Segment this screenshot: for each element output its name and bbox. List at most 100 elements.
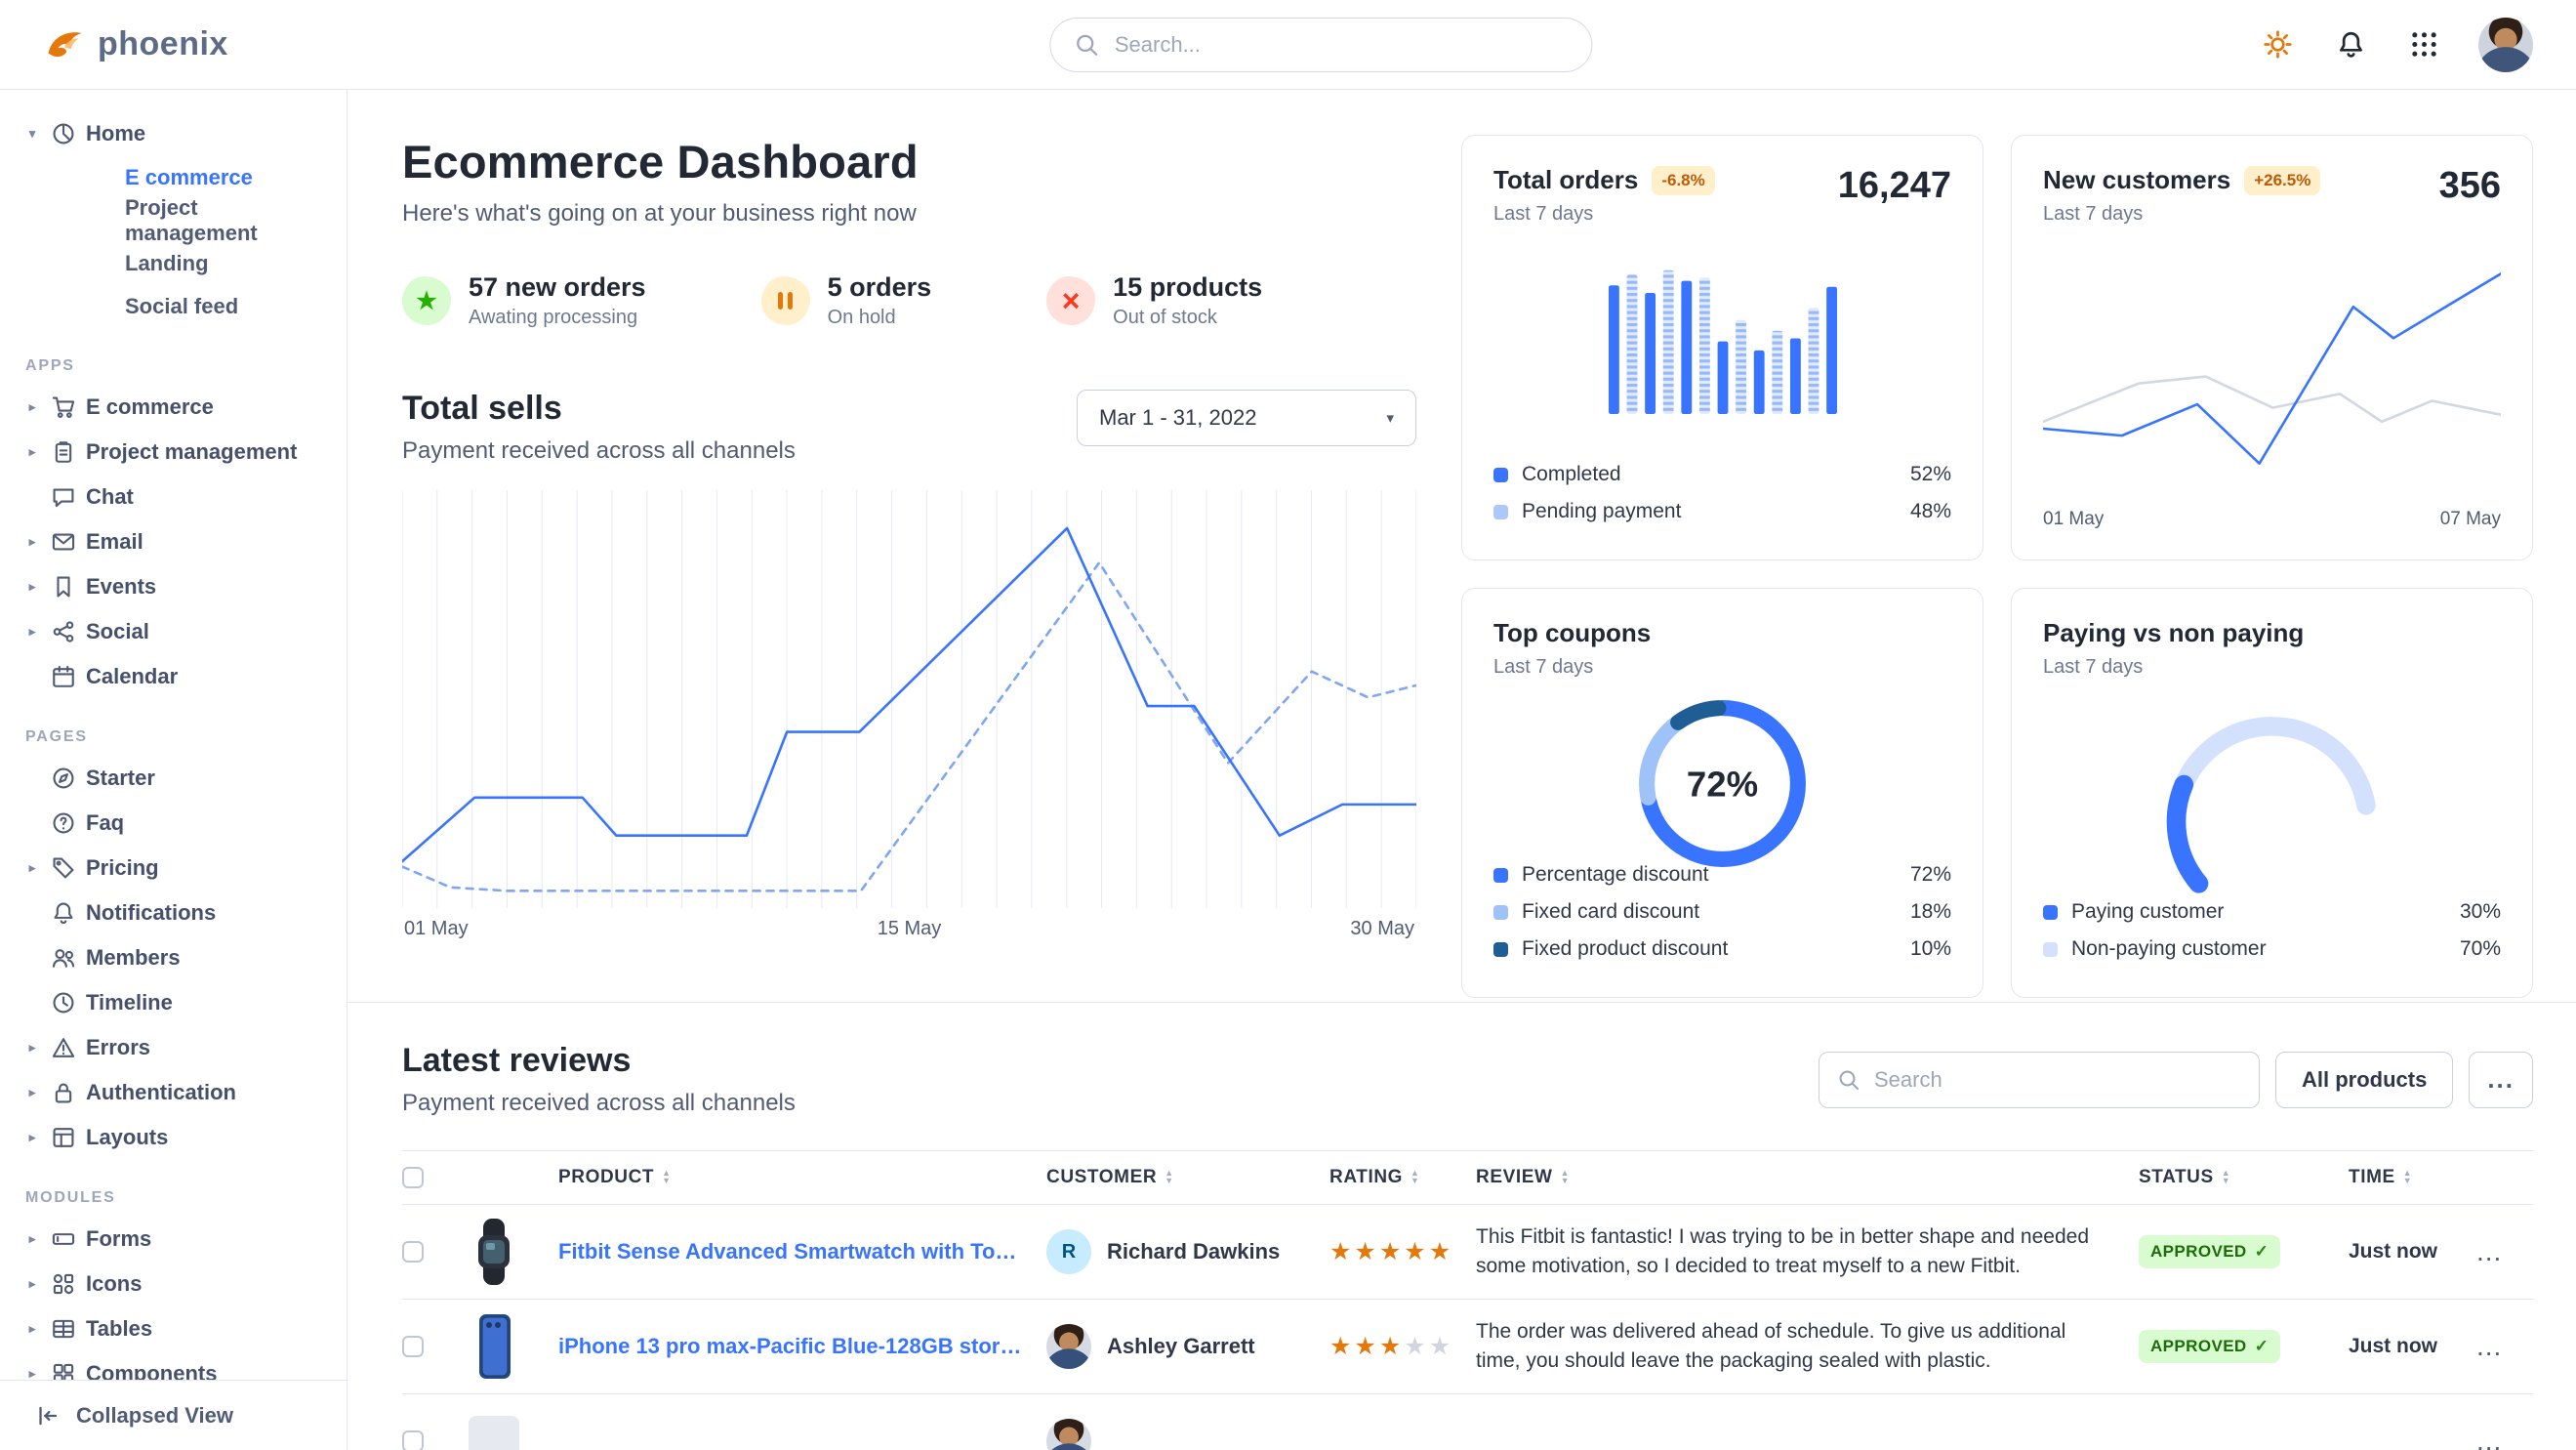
- sidebar-item-label: Chat: [86, 484, 134, 509]
- sidebar-item-social[interactable]: ▸ Social: [23, 609, 323, 654]
- latest-reviews-section: Latest reviews Payment received across a…: [348, 1003, 2576, 1450]
- card-period: Last 7 days: [1493, 203, 1594, 225]
- legend-value: 52%: [1909, 463, 1951, 485]
- sidebar-item-pricing[interactable]: ▸ Pricing: [23, 846, 323, 891]
- caret-right-icon: ▸: [28, 1321, 36, 1336]
- row-menu-button[interactable]: ...: [2471, 1236, 2508, 1267]
- row-checkbox[interactable]: [402, 1430, 424, 1450]
- delta-badge: +26.5%: [2244, 165, 2321, 195]
- product-link[interactable]: iPhone 13 pro max-Pacific Blue-128GB sto…: [558, 1334, 1038, 1358]
- reviews-search-input[interactable]: [1871, 1065, 2241, 1094]
- cell-time: [2349, 1393, 2471, 1450]
- row-menu-button[interactable]: ...: [2471, 1426, 2508, 1450]
- date-range-select[interactable]: Mar 1 - 31, 2022 ▾: [1077, 390, 1416, 446]
- card-title: Top coupons: [1493, 618, 1652, 647]
- sidebar-item-layouts[interactable]: ▸ Layouts: [23, 1115, 323, 1160]
- sidebar-item-tables[interactable]: ▸ Tables: [23, 1306, 323, 1351]
- apps-menu-button[interactable]: [2405, 25, 2443, 63]
- caret-right-icon: ▸: [28, 579, 36, 594]
- stat-caption: Awating processing: [469, 307, 638, 328]
- cell-menu: ...: [2471, 1204, 2533, 1300]
- tag-icon: [53, 857, 74, 879]
- customers-line-chart: [2043, 269, 2501, 469]
- sidebar-item-e-commerce[interactable]: E commerce: [125, 165, 253, 189]
- total-orders-card: Total orders -6.8% Last 7 days 16,247 Co…: [1461, 135, 1983, 560]
- sidebar-item-landing[interactable]: Landing: [125, 251, 209, 275]
- apps-grid-icon: [2412, 32, 2436, 57]
- table-row: ...: [402, 1393, 2533, 1450]
- select-all-checkbox[interactable]: [402, 1167, 424, 1188]
- table-header-row: PRODUCT ▲ ▼ CUSTOMER ▲ ▼ RATING ▲ ▼ REVIEW ▲ ▼ STATU…: [402, 1150, 2533, 1205]
- pie-chart-icon: [53, 123, 74, 145]
- sidebar-item-members[interactable]: Members: [23, 935, 323, 980]
- user-avatar[interactable]: [2478, 17, 2533, 72]
- customers-x-labels: 01 May 07 May: [2043, 509, 2501, 530]
- avatar: [1046, 1419, 1091, 1450]
- total-sells-title: Total sells: [402, 390, 562, 427]
- sidebar-item-authentication[interactable]: ▸ Authentication: [23, 1070, 323, 1115]
- total-sells-chart: [402, 490, 1416, 908]
- row-checkbox[interactable]: [402, 1336, 424, 1357]
- reviews-subtitle: Payment received across all channels: [402, 1090, 796, 1116]
- cell-review: This Fitbit is fantastic! I was trying t…: [1476, 1204, 2139, 1300]
- phoenix-logo-icon: [48, 31, 82, 57]
- sidebar-item-errors[interactable]: ▸ Errors: [23, 1025, 323, 1070]
- theme-toggle-button[interactable]: [2259, 25, 2297, 63]
- question-circle-icon: [53, 812, 74, 834]
- cell-menu: ...: [2471, 1299, 2533, 1394]
- sort-icon: ▲ ▼: [2221, 1168, 2231, 1185]
- table-body: Fitbit Sense Advanced Smartwatch with To…: [402, 1204, 2533, 1450]
- sidebar-item-email[interactable]: ▸ Email: [23, 519, 323, 564]
- notifications-button[interactable]: [2332, 25, 2370, 63]
- card-title: Paying vs non paying: [2043, 618, 2305, 647]
- sidebar-item-project-management[interactable]: ▸ Project management: [23, 430, 323, 475]
- sidebar-item-chat[interactable]: Chat: [23, 475, 323, 519]
- legend-swatch: [1493, 904, 1508, 920]
- sidebar-item-icons[interactable]: ▸ Icons: [23, 1262, 323, 1306]
- all-products-button[interactable]: All products: [2274, 1051, 2454, 1108]
- x-label: 01 May: [2043, 509, 2105, 529]
- card-period: Last 7 days: [2043, 203, 2144, 225]
- reviews-search: [1818, 1051, 2260, 1108]
- legend-swatch: [1493, 467, 1508, 482]
- sidebar-item-notifications[interactable]: Notifications: [23, 891, 323, 935]
- sidebar-item-starter[interactable]: Starter: [23, 756, 323, 801]
- sidebar-item-label: Email: [86, 529, 143, 554]
- sidebar-item-label: Pricing: [86, 855, 159, 880]
- sidebar-item-forms[interactable]: ▸ Forms: [23, 1217, 323, 1262]
- sidebar-item-label: Notifications: [86, 900, 217, 925]
- brand[interactable]: phoenix: [43, 23, 228, 66]
- sidebar-item-timeline[interactable]: Timeline: [23, 980, 323, 1025]
- sidebar-item-label: Errors: [86, 1035, 151, 1059]
- reviews-menu-button[interactable]: ...: [2469, 1051, 2533, 1108]
- sidebar-item-e-commerce[interactable]: ▸ E commerce: [23, 385, 323, 430]
- paying-legend: Paying customer 30% Non-paying customer 70%: [2043, 893, 2501, 968]
- collapse-left-icon: [39, 1406, 58, 1425]
- sidebar-item-components[interactable]: ▸ Components: [23, 1351, 323, 1380]
- product-thumbnail: [457, 1309, 531, 1384]
- sidebar-item-label: Events: [86, 574, 157, 599]
- legend-item: Non-paying customer 70%: [2043, 931, 2501, 968]
- cell-time: Just now: [2349, 1299, 2471, 1394]
- header-menu-cell: [2471, 1150, 2533, 1205]
- sidebar-item-social-feed[interactable]: Social feed: [125, 294, 239, 318]
- sidebar-item-calendar[interactable]: Calendar: [23, 654, 323, 699]
- sidebar-item-faq[interactable]: Faq: [23, 801, 323, 846]
- legend-swatch: [1493, 504, 1508, 519]
- warning-icon: [52, 1038, 75, 1057]
- caret-right-icon: ▸: [28, 1130, 36, 1144]
- sidebar-item-project-management[interactable]: Project management: [125, 195, 258, 245]
- card-value: 356: [2438, 165, 2501, 206]
- product-link[interactable]: Fitbit Sense Advanced Smartwatch with To…: [558, 1239, 1046, 1264]
- legend-swatch: [1493, 867, 1508, 883]
- cell-customer: R Richard Dawkins: [1046, 1204, 1329, 1300]
- check-icon: ✓: [2254, 1337, 2269, 1355]
- navbar-search-input[interactable]: [1112, 30, 1568, 59]
- sidebar-item-events[interactable]: ▸ Events: [23, 564, 323, 609]
- collapsed-view-toggle[interactable]: Collapsed View: [0, 1380, 347, 1450]
- sidebar-item-home[interactable]: ▾ Home: [23, 111, 323, 156]
- caret-right-icon: ▸: [28, 1276, 36, 1291]
- row-checkbox[interactable]: [402, 1241, 424, 1263]
- row-menu-button[interactable]: ...: [2471, 1331, 2508, 1362]
- product-thumbnail: [457, 1404, 531, 1450]
